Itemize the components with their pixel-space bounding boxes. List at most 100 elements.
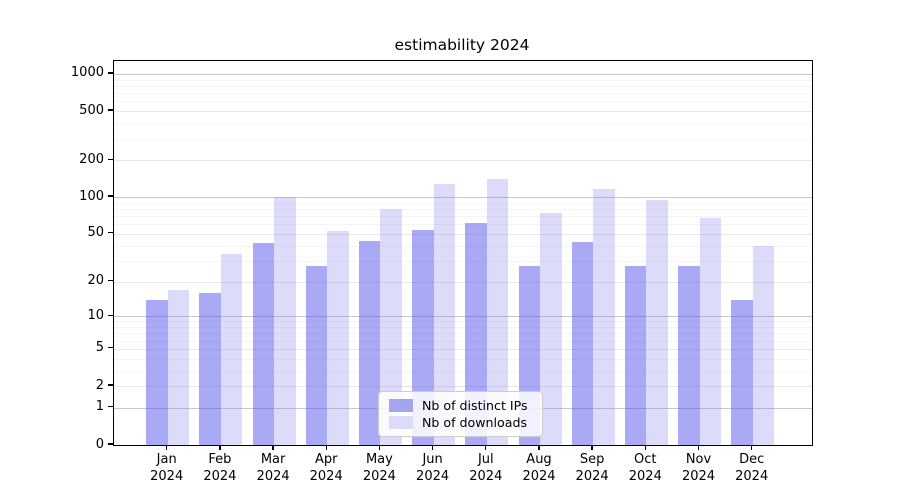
minor-gridline (114, 216, 812, 218)
x-tick-label: Nov 2024 (681, 452, 716, 484)
bar-distinct-ips (305, 266, 328, 445)
bar-distinct-ips (624, 266, 647, 445)
x-tick-mark (538, 445, 540, 450)
y-tick-mark (108, 72, 113, 74)
bar-distinct-ips (678, 266, 700, 445)
bar-distinct-ips (252, 243, 275, 445)
minor-gridline (114, 340, 812, 342)
legend-item: Nb of distinct IPs (389, 398, 532, 413)
x-tick-label: Apr 2024 (309, 452, 343, 484)
y-tick-mark (108, 443, 113, 445)
x-tick-label: Aug 2024 (522, 452, 556, 484)
y-tick-label: 200 (79, 151, 104, 167)
bar-distinct-ips (465, 223, 487, 445)
x-tick-label: Sep 2024 (575, 452, 609, 484)
minor-gridline (114, 138, 812, 140)
plot-area (113, 60, 813, 446)
y-tick-mark (108, 158, 113, 160)
y-tick-mark (108, 279, 113, 282)
x-tick-mark (272, 445, 274, 450)
legend-swatch-downloads (389, 416, 413, 429)
bar-downloads (486, 178, 509, 445)
bar-downloads (220, 254, 243, 445)
x-tick-label: Jan 2024 (150, 452, 184, 484)
legend-item: Nb of downloads (389, 415, 532, 430)
bar-downloads (593, 189, 615, 445)
bar-downloads (699, 218, 721, 445)
x-tick-label: Jul 2024 (469, 452, 503, 484)
gridline (114, 111, 812, 113)
gridline (114, 316, 812, 318)
y-tick-mark (108, 195, 113, 197)
minor-gridline (114, 321, 812, 323)
bar-downloads (540, 213, 562, 445)
x-tick-label: Feb 2024 (203, 452, 237, 484)
y-tick-label: 10 (87, 307, 104, 323)
x-tick-mark (591, 445, 593, 450)
x-tick-mark (751, 445, 753, 450)
bar-downloads (274, 196, 296, 445)
y-tick-label: 50 (87, 225, 104, 241)
x-tick-mark (431, 445, 434, 450)
minor-gridline (114, 209, 812, 210)
legend-label-distinct-ips: Nb of distinct IPs (422, 398, 528, 413)
bar-distinct-ips (731, 299, 753, 445)
y-tick-label: 500 (79, 102, 104, 118)
y-tick-label: 5 (95, 340, 104, 356)
minor-gridline (114, 79, 812, 81)
bar-distinct-ips (358, 240, 381, 445)
y-tick-label: 1000 (70, 65, 104, 81)
minor-gridline (114, 101, 812, 103)
y-tick-mark (108, 109, 113, 111)
gridline (114, 197, 812, 199)
bar-downloads (646, 200, 668, 445)
minor-gridline (114, 370, 812, 372)
minor-gridline (114, 358, 812, 360)
y-tick-label: 0 (95, 436, 104, 452)
x-tick-label: Dec 2024 (735, 452, 769, 484)
y-tick-label: 20 (87, 273, 104, 288)
gridline (114, 281, 812, 283)
y-tick-label: 1 (95, 399, 104, 415)
legend: Nb of distinct IPs Nb of downloads (378, 391, 543, 437)
x-tick-mark (325, 445, 327, 450)
bar-downloads (380, 209, 402, 445)
minor-gridline (114, 333, 812, 335)
minor-gridline (114, 202, 812, 204)
bar-downloads (752, 245, 775, 445)
y-tick-mark (108, 314, 113, 316)
y-tick-label: 100 (79, 188, 104, 204)
y-tick-mark (108, 384, 113, 386)
bar-distinct-ips (146, 299, 168, 445)
x-tick-mark (166, 445, 168, 450)
gridline (114, 348, 812, 350)
x-tick-mark (697, 445, 700, 450)
y-tick-mark (108, 347, 113, 349)
minor-gridline (114, 327, 812, 328)
minor-gridline (114, 123, 812, 125)
minor-gridline (114, 224, 812, 226)
y-tick-label: 2 (95, 377, 104, 393)
gridline (114, 386, 812, 387)
x-tick-mark (378, 445, 381, 450)
minor-gridline (114, 93, 812, 95)
x-tick-label: May 2024 (362, 452, 396, 484)
minor-gridline (114, 245, 812, 247)
legend-label-downloads: Nb of downloads (422, 415, 528, 430)
chart-title: estimability 2024 (394, 36, 530, 54)
minor-gridline (114, 85, 812, 87)
bar-downloads (327, 230, 349, 445)
gridline (114, 160, 812, 162)
bar-downloads (167, 289, 190, 445)
y-tick-mark (108, 232, 113, 234)
x-tick-label: Oct 2024 (628, 452, 662, 484)
x-tick-mark (644, 445, 646, 450)
bar-distinct-ips (571, 241, 594, 445)
legend-swatch-distinct-ips (389, 399, 413, 412)
x-tick-mark (485, 445, 487, 450)
bar-downloads (433, 184, 456, 445)
x-tick-label: Jun 2024 (416, 452, 450, 484)
minor-gridline (114, 260, 812, 262)
gridline (114, 233, 812, 235)
